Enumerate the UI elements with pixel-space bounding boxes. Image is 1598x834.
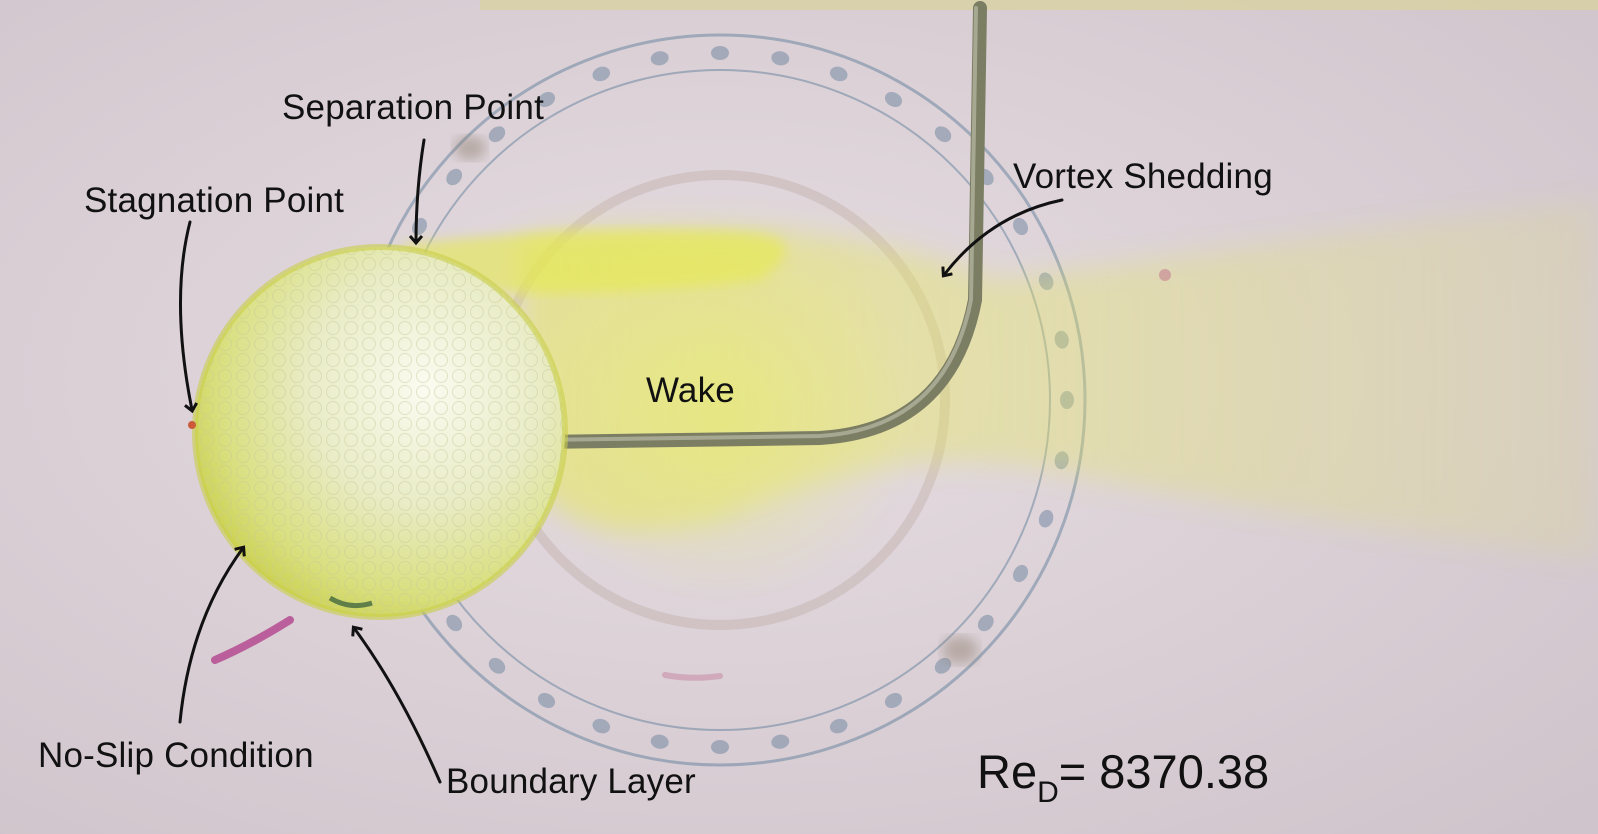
protractor-tick [1012, 217, 1029, 236]
arrow-vortex-shedding [944, 198, 1064, 275]
protractor-tick [650, 734, 669, 749]
stain [942, 636, 978, 664]
protractor-tick [537, 91, 556, 108]
arrow-no-slip-condition [178, 548, 243, 724]
protractor-tick [829, 66, 848, 82]
arrow-boundary-layer [354, 628, 442, 784]
dye-plume [400, 200, 1598, 600]
protractor-tick [488, 657, 506, 674]
protractor-tick [1012, 564, 1029, 583]
protractor-tick [829, 718, 848, 734]
pink-dot [1159, 269, 1171, 281]
protractor-tick [977, 614, 994, 632]
reynolds-number: ReD= 8370.38 [977, 744, 1269, 810]
top-edge-strip [480, 0, 1598, 10]
vortex-shedding-label: Vortex Shedding [1013, 157, 1273, 196]
annotation-arrows [178, 138, 1064, 784]
boundary-layer-label: Boundary Layer [446, 762, 696, 801]
separation-point-label: Separation Point [282, 88, 544, 127]
protractor-tick [446, 614, 463, 632]
no-slip-condition-label: No-Slip Condition [38, 736, 314, 775]
magenta-mark [211, 616, 294, 664]
protractor-tick [650, 51, 669, 66]
protractor-tick [934, 657, 952, 674]
arrow-separation-point [416, 138, 426, 242]
reynolds-subscript: D [1037, 776, 1059, 809]
protractor-tick [537, 692, 556, 709]
golf-ball [188, 244, 568, 620]
wake-label: Wake [646, 371, 735, 410]
protractor-tick [1038, 509, 1054, 528]
reynolds-equals: = [1058, 745, 1100, 798]
arrow-stagnation-point [179, 220, 192, 410]
protractor-tick [771, 734, 790, 749]
magenta-mark [662, 672, 723, 681]
protractor-tick [446, 168, 463, 186]
protractor-tick [711, 740, 729, 754]
protractor-tick [592, 718, 611, 734]
protractor-tick [934, 126, 952, 143]
stagnation-point-label: Stagnation Point [84, 181, 345, 220]
reynolds-value: 8370.38 [1099, 745, 1270, 798]
reynolds-symbol: Re [977, 745, 1038, 798]
protractor-tick [884, 91, 903, 108]
protractor-tick [592, 66, 611, 82]
protractor-tick [711, 46, 729, 60]
protractor-tick [488, 126, 506, 143]
protractor-tick [771, 51, 790, 66]
stain [454, 136, 486, 160]
protractor-tick [884, 692, 903, 709]
